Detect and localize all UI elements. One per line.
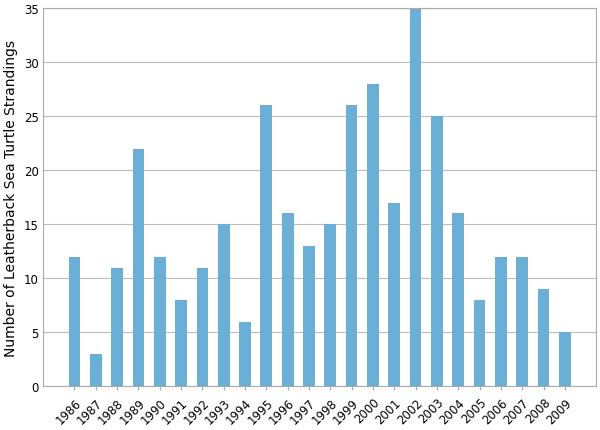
- Bar: [388, 203, 400, 387]
- Bar: [175, 300, 187, 387]
- Bar: [474, 300, 485, 387]
- Bar: [410, 9, 421, 387]
- Bar: [90, 354, 101, 387]
- Bar: [260, 106, 272, 387]
- Bar: [367, 85, 379, 387]
- Y-axis label: Number of Leatherback Sea Turtle Strandings: Number of Leatherback Sea Turtle Strandi…: [4, 40, 18, 356]
- Bar: [239, 322, 251, 387]
- Bar: [346, 106, 358, 387]
- Bar: [452, 214, 464, 387]
- Bar: [154, 257, 166, 387]
- Bar: [197, 268, 208, 387]
- Bar: [133, 149, 144, 387]
- Bar: [282, 214, 293, 387]
- Bar: [517, 257, 528, 387]
- Bar: [495, 257, 507, 387]
- Bar: [559, 332, 571, 387]
- Bar: [431, 117, 443, 387]
- Bar: [325, 225, 336, 387]
- Bar: [68, 257, 80, 387]
- Bar: [538, 289, 550, 387]
- Bar: [111, 268, 123, 387]
- Bar: [303, 246, 315, 387]
- Bar: [218, 225, 230, 387]
